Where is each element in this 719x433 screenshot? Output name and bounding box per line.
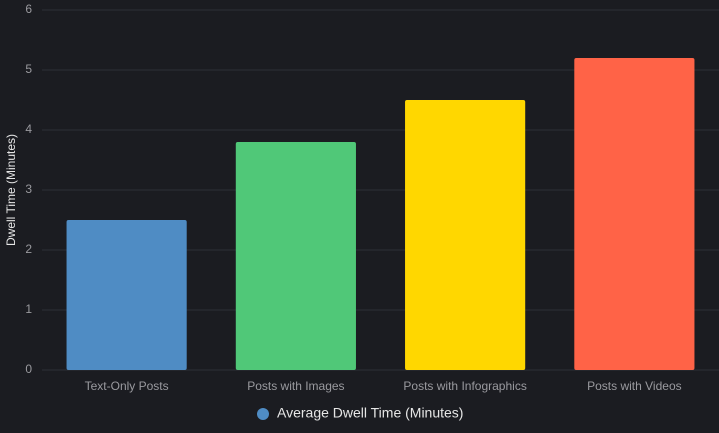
x-tick-label: Text-Only Posts: [85, 379, 169, 393]
x-tick-label: Posts with Images: [247, 379, 344, 393]
y-tick-label: 0: [25, 362, 32, 376]
y-tick-label: 6: [25, 2, 32, 16]
x-tick-label: Posts with Videos: [587, 379, 682, 393]
bar: [574, 58, 695, 370]
y-tick-label: 3: [25, 182, 32, 196]
bar: [66, 220, 187, 370]
y-tick-label: 1: [25, 302, 32, 316]
y-tick-label: 4: [25, 122, 32, 136]
legend-label: Average Dwell Time (Minutes): [277, 405, 463, 421]
bar: [235, 142, 356, 370]
y-tick-label: 2: [25, 242, 32, 256]
y-axis-label: Dwell Time (Minutes): [4, 134, 18, 246]
x-tick-label: Posts with Infographics: [403, 379, 526, 393]
legend-marker: [257, 408, 269, 420]
bar: [405, 100, 526, 370]
y-tick-label: 5: [25, 62, 32, 76]
